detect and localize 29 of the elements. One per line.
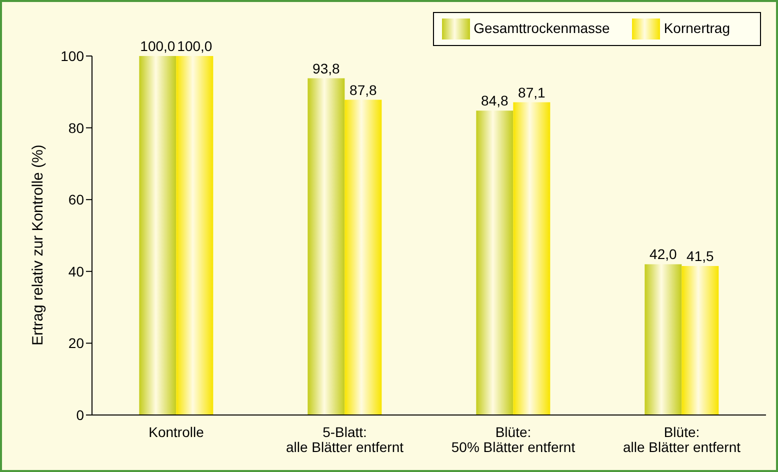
y-tick-label: 0 <box>76 406 84 423</box>
data-label: 93,8 <box>312 60 340 76</box>
x-tick-label: Blüte: alle Blätter entfernt <box>622 424 741 455</box>
data-label: 41,5 <box>686 248 714 264</box>
y-tick-label: 100 <box>60 48 84 64</box>
bar <box>644 264 682 415</box>
y-axis-title: Ertrag relativ zur Kontrolle (%) <box>29 144 46 346</box>
x-tick-label: 5-Blatt: alle Blätter entfernt <box>286 424 404 455</box>
bar <box>308 78 345 415</box>
y-tick-label: 60 <box>68 192 84 208</box>
bar <box>176 56 214 415</box>
y-tick-label: 20 <box>68 335 84 352</box>
x-tick-label: Kontrolle <box>148 424 204 440</box>
y-tick-label: 40 <box>68 263 84 280</box>
data-label: 42,0 <box>650 246 678 262</box>
bar <box>513 102 550 415</box>
bar <box>476 110 514 415</box>
data-label: 87,8 <box>350 82 378 98</box>
data-label: 100,0 <box>177 38 212 54</box>
bar <box>682 266 719 415</box>
bar <box>344 100 382 415</box>
data-label: 100,0 <box>140 38 176 54</box>
data-label: 84,8 <box>481 92 509 109</box>
data-label: 87,1 <box>518 84 546 100</box>
y-tick-label: 80 <box>68 120 84 136</box>
x-tick-label: Blüte: 50% Blätter entfernt <box>451 424 576 455</box>
bar <box>139 56 176 415</box>
legend-label: Kornertrag <box>664 20 730 36</box>
legend-label: Gesamttrockenmasse <box>474 20 610 36</box>
